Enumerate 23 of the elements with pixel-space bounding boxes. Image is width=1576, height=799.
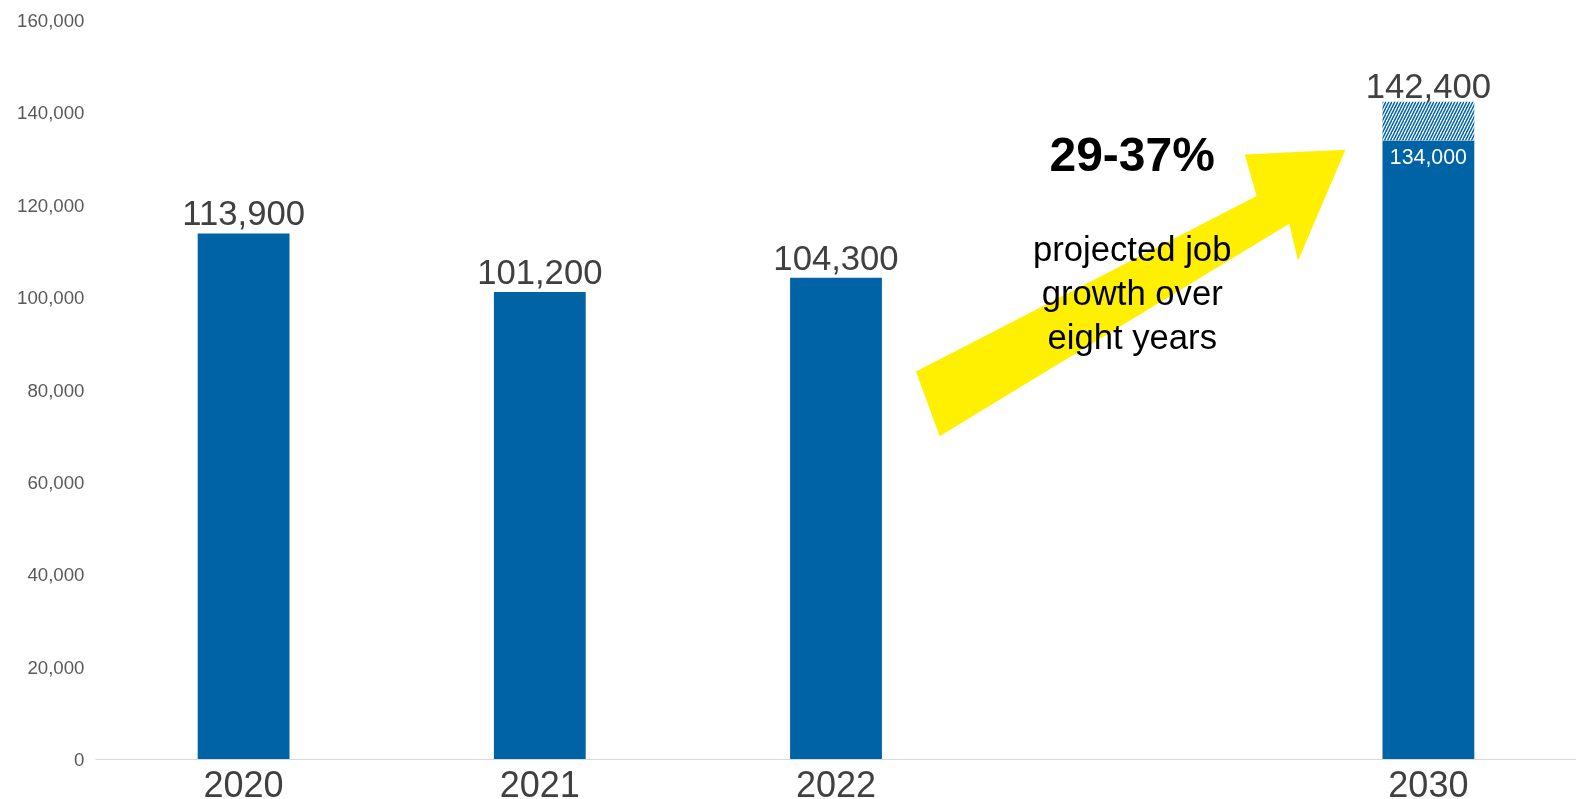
annotation: 29-37% [1049, 127, 1215, 181]
y-tick-label: 80,000 [27, 379, 85, 401]
y-tick-label: 140,000 [17, 102, 85, 124]
y-tick-label: 40,000 [27, 564, 85, 586]
data-label: 104,300 [773, 238, 899, 277]
bar [493, 292, 586, 760]
data-label: 134,000 [1389, 144, 1468, 169]
y-tick-label: 160,000 [17, 10, 85, 31]
total-label: 142,400 [1365, 66, 1492, 105]
bar [1382, 140, 1475, 760]
y-tick-label: 20,000 [27, 656, 85, 678]
data-label: 113,900 [182, 194, 305, 233]
x-tick-label: 2020 [203, 763, 284, 799]
y-tick-label: 120,000 [17, 194, 85, 216]
y-tick-label: 0 [74, 749, 85, 770]
bar [790, 277, 882, 760]
data-label: 101,200 [477, 253, 603, 292]
x-tick-label: 2021 [499, 763, 580, 799]
x-tick-label: 2022 [795, 763, 877, 799]
bar [197, 233, 290, 760]
x-tick-label: 2030 [1388, 763, 1469, 799]
y-tick-label: 100,000 [17, 287, 85, 309]
y-tick-label: 60,000 [27, 471, 85, 493]
